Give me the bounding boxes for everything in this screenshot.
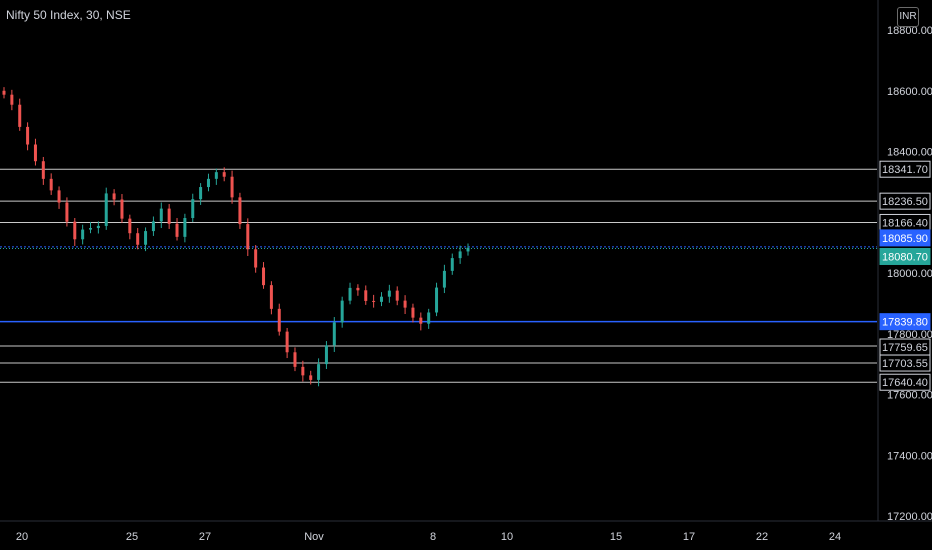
candle-body[interactable] [309, 375, 313, 380]
candle-body[interactable] [450, 258, 454, 271]
candle-body[interactable] [136, 233, 140, 245]
y-tick-label: 18800.00 [887, 25, 932, 37]
x-tick-label: 27 [199, 531, 211, 543]
candle-body[interactable] [89, 228, 93, 230]
y-tick-label: 17400.00 [887, 450, 932, 462]
price-level-label: 17703.55 [882, 358, 928, 370]
x-tick-label: 20 [16, 531, 28, 543]
price-level-label-box [879, 192, 931, 210]
candle-body[interactable] [238, 197, 242, 225]
candle-body[interactable] [144, 231, 148, 245]
candle-body[interactable] [41, 161, 45, 179]
x-tick-label: 15 [610, 531, 622, 543]
candle-body[interactable] [364, 290, 368, 301]
currency-button[interactable]: INR [897, 7, 919, 27]
x-tick-label: Nov [304, 531, 324, 543]
candle-body[interactable] [206, 178, 210, 188]
candle-body[interactable] [128, 218, 132, 234]
y-tick-label: 18000.00 [887, 268, 932, 280]
y-tick-label: 17600.00 [887, 390, 932, 402]
candle-body[interactable] [379, 296, 383, 302]
candle-body[interactable] [96, 225, 100, 229]
candle-body[interactable] [73, 221, 77, 240]
chart-title: Nifty 50 Index, 30, NSE [6, 8, 131, 22]
candle-body[interactable] [159, 208, 163, 222]
candle-body[interactable] [120, 199, 124, 219]
y-tick-label: 18600.00 [887, 86, 932, 98]
x-tick-label: 25 [126, 531, 138, 543]
y-tick-label: 18400.00 [887, 147, 932, 159]
candle-body[interactable] [151, 221, 155, 232]
price-level-label-box [879, 247, 931, 265]
candle-body[interactable] [324, 345, 328, 365]
price-level-label: 18341.70 [882, 164, 928, 176]
x-tick-label: 22 [756, 531, 768, 543]
candle-body[interactable] [65, 202, 69, 222]
candle-body[interactable] [419, 317, 423, 324]
price-level-label-box [879, 160, 931, 178]
candle-body[interactable] [81, 229, 85, 240]
price-level-label: 17839.80 [882, 317, 928, 329]
candle-body[interactable] [348, 287, 352, 301]
x-tick-label: 10 [501, 531, 513, 543]
candle-body[interactable] [262, 267, 266, 286]
candle-body[interactable] [356, 287, 360, 291]
candle-body[interactable] [340, 300, 344, 323]
candle-body[interactable] [293, 352, 297, 367]
candle-body[interactable] [33, 144, 37, 162]
candle-body[interactable] [230, 176, 234, 198]
candle-body[interactable] [26, 126, 30, 145]
price-level-label: 18166.40 [882, 217, 928, 229]
candle-body[interactable] [387, 290, 391, 297]
candle-body[interactable] [214, 172, 218, 179]
candle-body[interactable] [57, 190, 61, 203]
candle-body[interactable] [222, 172, 226, 177]
x-tick-label: 24 [829, 531, 841, 543]
y-tick-label: 17200.00 [887, 511, 932, 523]
y-tick-label: 17800.00 [887, 329, 932, 341]
price-level-label: 18085.90 [882, 233, 928, 245]
candle-body[interactable] [104, 193, 108, 226]
candle-body[interactable] [246, 224, 250, 250]
candle-body[interactable] [301, 366, 305, 376]
candle-body[interactable] [269, 285, 273, 309]
candle-body[interactable] [332, 322, 336, 346]
candle-body[interactable] [183, 218, 187, 237]
candle-body[interactable] [466, 247, 470, 252]
candle-body[interactable] [254, 249, 258, 268]
price-level-label-box [879, 229, 931, 247]
candle-body[interactable] [167, 208, 171, 224]
candle-body[interactable] [277, 308, 281, 332]
price-level-label: 18236.50 [882, 196, 928, 208]
candle-body[interactable] [442, 270, 446, 288]
candle-body[interactable] [435, 287, 439, 313]
candle-body[interactable] [395, 290, 399, 301]
candle-body[interactable] [199, 187, 203, 200]
x-tick-label: 17 [683, 531, 695, 543]
price-level-label-box [879, 354, 931, 372]
x-tick-label: 8 [430, 531, 436, 543]
candle-body[interactable] [175, 223, 179, 237]
candle-body[interactable] [285, 331, 289, 353]
candle-body[interactable] [2, 90, 6, 95]
price-level-label: 17759.65 [882, 342, 928, 354]
candle-body[interactable] [112, 193, 116, 200]
price-level-label-box [879, 313, 931, 331]
candle-body[interactable] [372, 300, 376, 302]
candle-body[interactable] [10, 94, 14, 105]
price-level-label: 17640.40 [882, 377, 928, 389]
price-level-label-box [879, 373, 931, 391]
candle-body[interactable] [191, 199, 195, 219]
candle-body[interactable] [403, 300, 407, 308]
candle-body[interactable] [458, 251, 462, 259]
candle-body[interactable] [317, 364, 321, 380]
price-level-label: 18080.70 [882, 251, 928, 263]
candle-body[interactable] [49, 178, 53, 191]
candle-body[interactable] [411, 307, 415, 318]
candle-body[interactable] [18, 104, 22, 127]
candle-body[interactable] [427, 312, 431, 324]
